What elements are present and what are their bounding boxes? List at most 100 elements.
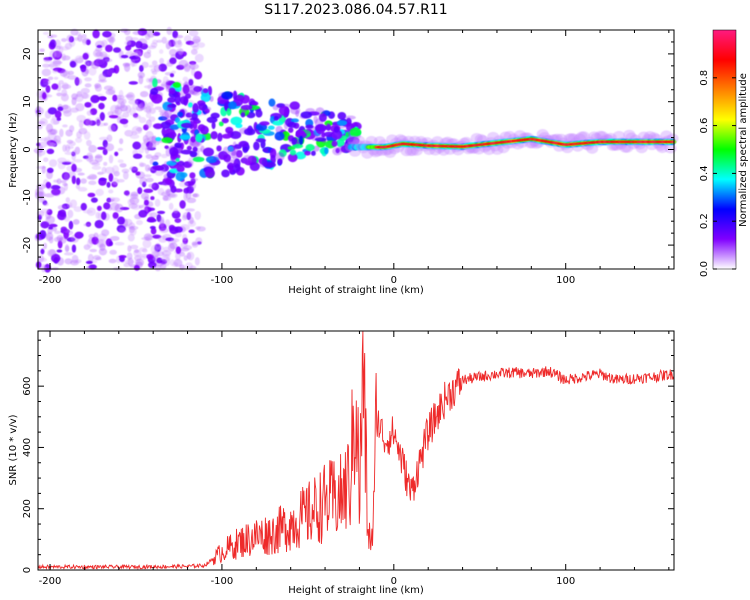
transition-blob bbox=[160, 121, 172, 130]
noise-blob bbox=[65, 197, 71, 203]
noise-blob bbox=[171, 210, 181, 219]
spectrogram-y-tick-label: 20 bbox=[22, 48, 33, 61]
spectrogram-marks bbox=[33, 26, 679, 273]
noise-blob bbox=[114, 106, 123, 115]
transition-blob bbox=[168, 131, 177, 138]
noise-blob bbox=[145, 130, 154, 140]
noise-blob bbox=[182, 76, 189, 83]
noise-blob bbox=[83, 223, 92, 227]
noise-blob bbox=[120, 28, 128, 33]
transition-blob bbox=[174, 142, 182, 149]
noise-blob bbox=[138, 75, 144, 85]
noise-blob bbox=[190, 177, 199, 182]
transition-blob bbox=[249, 162, 260, 172]
noise-blob bbox=[49, 249, 56, 256]
noise-blob bbox=[77, 187, 88, 192]
transition-blob bbox=[259, 121, 270, 126]
noise-blob bbox=[83, 209, 93, 214]
noise-blob bbox=[88, 180, 97, 186]
spectrogram-y-tick-label: -10 bbox=[22, 189, 33, 205]
spectrogram-x-tick-label: -100 bbox=[211, 275, 234, 286]
noise-blob bbox=[71, 175, 77, 185]
noise-blob bbox=[119, 118, 129, 125]
transition-blob bbox=[298, 135, 304, 146]
transition-blob bbox=[152, 165, 163, 171]
transition-blob bbox=[238, 140, 249, 148]
noise-blob bbox=[66, 165, 73, 172]
snr-y-label: SNR (10 * v/v) bbox=[8, 414, 19, 485]
noise-blob bbox=[183, 35, 192, 43]
noise-blob bbox=[132, 141, 142, 150]
transition-blob bbox=[255, 109, 263, 118]
transition-blob bbox=[169, 124, 180, 130]
transition-blob bbox=[151, 155, 159, 161]
transition-blob bbox=[331, 140, 338, 147]
noise-blob bbox=[195, 226, 201, 230]
transition-blob bbox=[166, 105, 173, 110]
noise-blob bbox=[99, 136, 109, 141]
noise-blob bbox=[63, 252, 74, 256]
noise-blob bbox=[152, 39, 158, 45]
noise-blob bbox=[73, 206, 83, 213]
transition-blob bbox=[152, 123, 164, 129]
transition-blob bbox=[151, 135, 157, 145]
noise-blob bbox=[176, 160, 185, 167]
noise-blob bbox=[126, 252, 133, 260]
noise-blob bbox=[60, 93, 69, 102]
noise-blob bbox=[136, 220, 144, 226]
noise-blob bbox=[75, 137, 83, 143]
snr-frame bbox=[37, 330, 675, 571]
noise-blob bbox=[71, 254, 79, 264]
noise-blob bbox=[54, 230, 61, 235]
noise-blob bbox=[151, 60, 158, 66]
noise-blob bbox=[138, 247, 147, 252]
noise-blob bbox=[143, 188, 154, 193]
noise-blob bbox=[188, 30, 199, 37]
transition-blob bbox=[202, 147, 214, 157]
noise-blob bbox=[67, 75, 77, 80]
noise-blob bbox=[66, 34, 73, 43]
snr-panel: -200 -100 0 100 0 200 400 600 Height of straigh… bbox=[8, 330, 675, 596]
noise-blob bbox=[135, 40, 143, 49]
noise-blob bbox=[107, 37, 116, 43]
noise-blob bbox=[118, 255, 127, 259]
transition-blob bbox=[264, 161, 276, 168]
noise-blob bbox=[59, 209, 66, 217]
noise-blob bbox=[49, 39, 57, 49]
noise-blob bbox=[103, 58, 113, 63]
noise-blob bbox=[182, 211, 193, 220]
transition-blob bbox=[295, 109, 300, 117]
noise-blob bbox=[130, 244, 139, 250]
noise-blob bbox=[106, 181, 111, 188]
noise-blob bbox=[43, 58, 52, 63]
noise-blob bbox=[42, 63, 51, 68]
transition-blob bbox=[232, 90, 238, 101]
noise-blob bbox=[84, 77, 92, 82]
transition-blob bbox=[289, 149, 297, 156]
noise-blob bbox=[42, 79, 51, 86]
transition-blob bbox=[198, 102, 207, 111]
transition-blob bbox=[228, 164, 234, 174]
noise-blob bbox=[158, 49, 164, 55]
noise-blob bbox=[44, 263, 52, 273]
transition-blob bbox=[222, 146, 230, 156]
noise-blob bbox=[189, 62, 196, 71]
spectrogram-y-tick-label: 10 bbox=[22, 95, 33, 108]
noise-blob bbox=[162, 195, 169, 201]
colorbar: 0.0 0.2 0.4 0.6 0.8 Normalized spectral ampl… bbox=[699, 29, 749, 277]
snr-x-label: Height of straight line (km) bbox=[288, 585, 424, 596]
transition-blob bbox=[290, 118, 299, 123]
noise-blob bbox=[91, 162, 101, 166]
colorbar-label: Normalized spectral amplitude bbox=[738, 73, 749, 227]
noise-blob bbox=[62, 124, 68, 128]
noise-blob bbox=[159, 227, 169, 233]
noise-blob bbox=[98, 177, 107, 181]
noise-blob bbox=[157, 187, 165, 196]
noise-blob bbox=[101, 229, 110, 237]
noise-blob bbox=[88, 66, 97, 76]
transition-blob bbox=[349, 127, 362, 137]
snr-x-tick-label: -100 bbox=[211, 576, 234, 587]
noise-blob bbox=[92, 255, 101, 261]
noise-blob bbox=[117, 216, 125, 225]
